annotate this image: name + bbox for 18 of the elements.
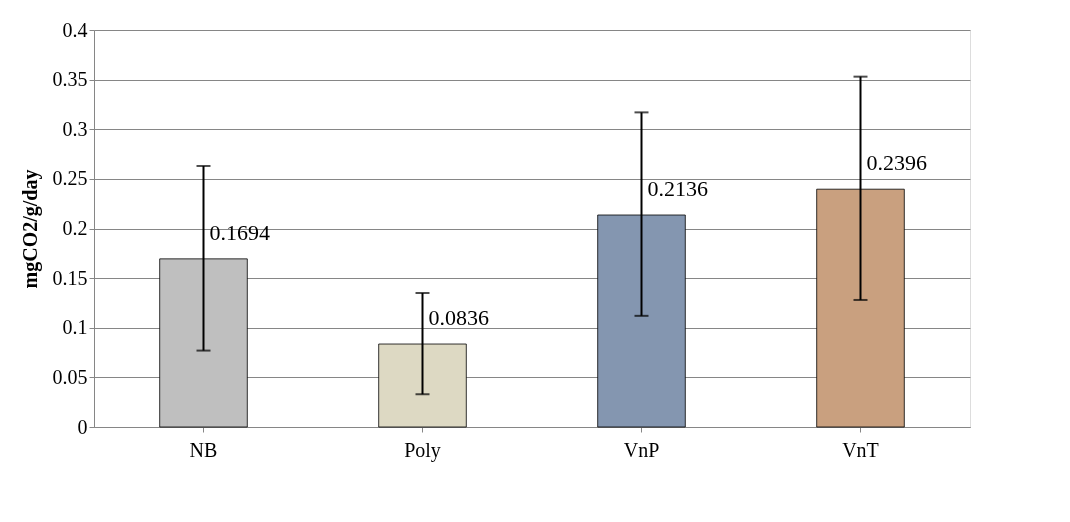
- y-tick-label: 0.15: [52, 266, 88, 289]
- y-tick-label: 0: [77, 415, 88, 438]
- y-tick-label: 0.25: [52, 167, 88, 190]
- y-tick-label: 0.1: [62, 316, 88, 339]
- x-tick-label: Poly: [404, 438, 441, 462]
- y-tick-label: 0.05: [52, 365, 88, 388]
- data-label: 0.0836: [428, 305, 489, 331]
- x-tick-label: VnT: [842, 438, 879, 461]
- x-tick-label: NB: [189, 438, 218, 461]
- y-axis-title: mgCO2/g/day: [18, 169, 42, 289]
- data-label: 0.2396: [866, 150, 927, 176]
- data-label: 0.2136: [647, 176, 708, 201]
- y-tick-label: 0.2: [62, 217, 88, 239]
- data-label: 0.1694: [209, 219, 270, 245]
- y-tick-label: 0.3: [62, 117, 88, 140]
- y-tick-label: 0.35: [52, 68, 88, 91]
- y-tick-label: 0.4: [62, 18, 88, 41]
- x-tick-label: VnP: [623, 438, 660, 461]
